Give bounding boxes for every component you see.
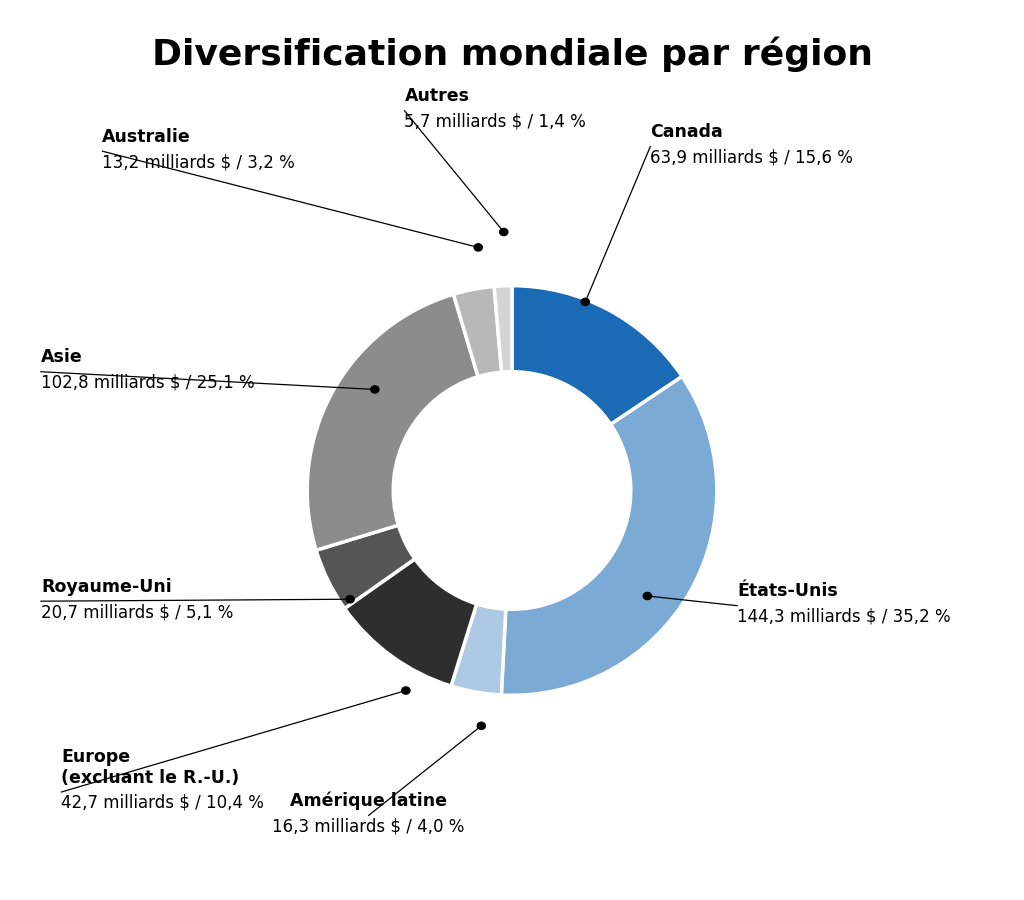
Wedge shape [512, 285, 682, 425]
Wedge shape [451, 604, 506, 695]
Text: Asie: Asie [41, 348, 83, 366]
Wedge shape [316, 526, 415, 608]
Text: Royaume-Uni: Royaume-Uni [41, 578, 172, 596]
Text: 16,3 milliards $ / 4,0 %: 16,3 milliards $ / 4,0 % [272, 817, 465, 835]
Wedge shape [454, 286, 502, 377]
Text: Australie: Australie [102, 128, 191, 146]
Wedge shape [344, 559, 476, 686]
Wedge shape [502, 376, 717, 696]
Text: 13,2 milliards $ / 3,2 %: 13,2 milliards $ / 3,2 % [102, 153, 295, 171]
Text: Canada: Canada [650, 123, 723, 141]
Text: États-Unis: États-Unis [737, 582, 838, 600]
Text: Autres: Autres [404, 87, 469, 105]
Text: Europe
(excluant le R.-U.): Europe (excluant le R.-U.) [61, 748, 240, 787]
Text: 42,7 milliards $ / 10,4 %: 42,7 milliards $ / 10,4 % [61, 794, 264, 812]
Wedge shape [495, 285, 512, 373]
Text: Diversification mondiale par région: Diversification mondiale par région [152, 36, 872, 71]
Text: 5,7 milliards $ / 1,4 %: 5,7 milliards $ / 1,4 % [404, 112, 586, 130]
Text: 20,7 milliards $ / 5,1 %: 20,7 milliards $ / 5,1 % [41, 603, 233, 621]
Wedge shape [307, 294, 478, 550]
Text: Amérique latine: Amérique latine [290, 791, 447, 810]
Text: 144,3 milliards $ / 35,2 %: 144,3 milliards $ / 35,2 % [737, 608, 951, 625]
Text: 63,9 milliards $ / 15,6 %: 63,9 milliards $ / 15,6 % [650, 148, 853, 166]
Text: 102,8 milliards $ / 25,1 %: 102,8 milliards $ / 25,1 % [41, 374, 255, 392]
